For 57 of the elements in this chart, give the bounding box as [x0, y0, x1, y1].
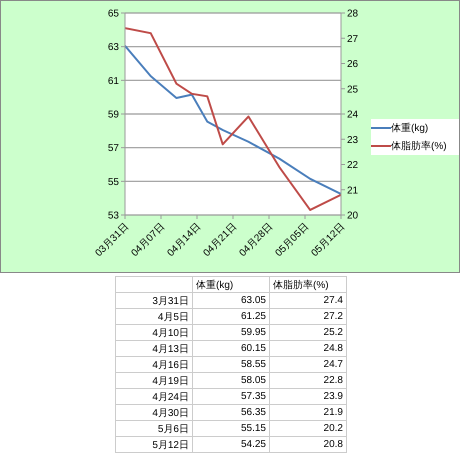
text: 4月19日 [116, 372, 192, 388]
text: 4月16日 [116, 356, 192, 372]
legend-label: 体重(kg) [391, 122, 428, 135]
y2-tick-label: 23 [347, 134, 359, 146]
text: 55.15 [192, 420, 270, 436]
text: 27.2 [270, 308, 346, 324]
y2-tick-label: 28 [347, 8, 359, 20]
text: 58.55 [192, 356, 270, 372]
text: 4月10日 [116, 324, 192, 340]
y-tick-label: 53 [108, 210, 120, 222]
y2-tick-label: 22 [347, 160, 359, 172]
text: 58.05 [192, 372, 270, 388]
text: 54.25 [192, 436, 270, 452]
y-tick-label: 59 [108, 110, 120, 121]
y-tick-label: 61 [108, 76, 120, 87]
text: 60.15 [192, 340, 270, 356]
y2-tick-label: 21 [347, 185, 359, 196]
x-tick-label: 04月14日 [165, 221, 204, 259]
text: 20.2 [270, 420, 346, 436]
text: 24.8 [270, 340, 346, 356]
y2-tick-label: 24 [347, 110, 359, 121]
y-tick-label: 63 [108, 42, 120, 54]
text: 4月24日 [116, 388, 192, 404]
y-tick-label: 55 [108, 176, 120, 188]
text: 20.8 [270, 436, 346, 452]
x-tick-label: 04月21日 [201, 221, 240, 259]
text: 4月13日 [116, 340, 192, 356]
text: 3月31日 [116, 292, 192, 308]
text: 4月5日 [116, 308, 192, 324]
text: 61.25 [192, 308, 270, 324]
text: 59.95 [192, 324, 270, 340]
text: 21.9 [270, 404, 346, 420]
y-tick-label: 65 [108, 8, 120, 20]
text: 5月6日 [116, 420, 192, 436]
text: 22.8 [270, 372, 346, 388]
x-tick-label: 05月05日 [273, 221, 312, 259]
text: 体脂肪率(%) [270, 276, 346, 292]
text: 25.2 [270, 324, 346, 340]
x-tick-label: 03月31日 [93, 221, 132, 259]
y2-tick-label: 27 [347, 34, 359, 45]
text: 23.9 [270, 388, 346, 404]
text: 4月30日 [116, 404, 192, 420]
text: 5月12日 [116, 436, 192, 452]
x-tick-label: 05月12日 [309, 221, 348, 259]
y-tick-label: 57 [108, 143, 120, 154]
text: 27.4 [270, 292, 346, 308]
text: 24.7 [270, 356, 346, 372]
y2-tick-label: 20 [347, 210, 359, 222]
x-tick-label: 04月28日 [237, 221, 276, 259]
legend-label: 体脂肪率(%) [391, 140, 447, 153]
x-tick-label: 04月07日 [129, 221, 168, 259]
y2-tick-label: 26 [347, 59, 359, 70]
text: 体重(kg) [192, 276, 270, 292]
text: 63.05 [192, 292, 270, 308]
text: 57.35 [192, 388, 270, 404]
text: 56.35 [192, 404, 270, 420]
y2-tick-label: 25 [347, 84, 359, 96]
